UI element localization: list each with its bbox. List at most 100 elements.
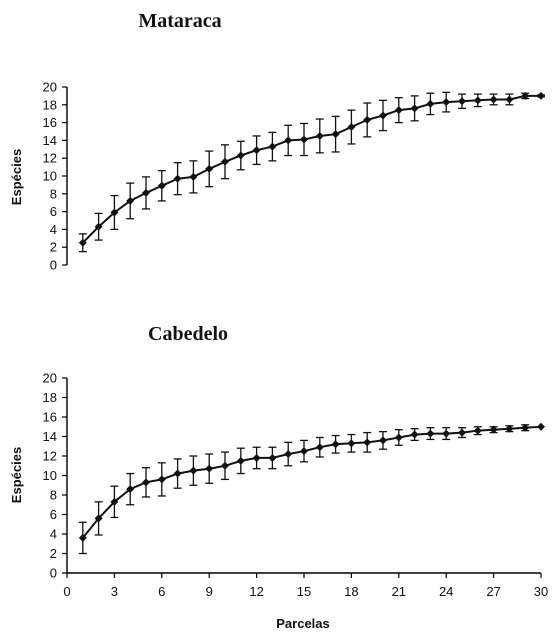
data-point bbox=[236, 151, 245, 160]
y-tick-label: 2 bbox=[50, 240, 57, 255]
data-point bbox=[315, 443, 324, 452]
data-point bbox=[426, 99, 435, 108]
data-point bbox=[347, 123, 356, 132]
data-point bbox=[363, 438, 372, 447]
data-point bbox=[173, 469, 182, 478]
chart-title: Mataraca bbox=[138, 10, 221, 32]
data-point bbox=[236, 456, 245, 465]
data-point bbox=[268, 142, 277, 151]
data-point bbox=[410, 104, 419, 113]
y-tick-label: 20 bbox=[43, 371, 57, 386]
data-point bbox=[379, 436, 387, 445]
chart-title: Cabedelo bbox=[148, 323, 228, 345]
y-tick-label: 4 bbox=[50, 527, 57, 542]
data-point bbox=[94, 514, 103, 523]
data-point bbox=[142, 478, 150, 487]
y-tick-label: 10 bbox=[43, 169, 57, 184]
data-point bbox=[505, 95, 514, 104]
data-point bbox=[221, 157, 229, 166]
y-tick-label: 6 bbox=[50, 204, 57, 219]
x-tick-label: 3 bbox=[111, 584, 118, 599]
data-point bbox=[331, 130, 340, 139]
y-tick-label: 10 bbox=[43, 468, 57, 483]
series-line bbox=[82, 94, 541, 244]
data-point bbox=[473, 96, 482, 105]
data-point bbox=[489, 95, 498, 104]
y-tick-label: 18 bbox=[43, 390, 57, 405]
data-point bbox=[110, 208, 119, 217]
data-point bbox=[126, 196, 135, 205]
data-point bbox=[363, 115, 372, 124]
data-point bbox=[426, 429, 435, 438]
data-point bbox=[189, 172, 198, 181]
data-point bbox=[442, 429, 451, 438]
y-tick-label: 20 bbox=[43, 80, 57, 95]
chart-cabedelo: Cabedelo Espécies Parcelas 0246810121416… bbox=[9, 323, 548, 631]
x-tick-label: 0 bbox=[63, 584, 70, 599]
data-point bbox=[505, 424, 514, 433]
y-tick-label: 6 bbox=[50, 507, 57, 522]
data-point bbox=[521, 423, 530, 432]
data-point bbox=[268, 453, 277, 462]
data-point bbox=[78, 533, 87, 542]
data-point bbox=[205, 164, 214, 173]
y-tick-label: 18 bbox=[43, 97, 57, 112]
data-point bbox=[537, 91, 545, 100]
data-point bbox=[142, 188, 150, 197]
y-tick-label: 14 bbox=[43, 133, 57, 148]
y-tick-label: 4 bbox=[50, 222, 57, 237]
y-tick-label: 2 bbox=[50, 546, 57, 561]
data-point bbox=[284, 136, 293, 145]
y-tick-label: 16 bbox=[43, 115, 57, 130]
data-point bbox=[94, 222, 103, 231]
data-point bbox=[157, 181, 166, 190]
data-point bbox=[379, 111, 387, 120]
x-tick-label: 24 bbox=[439, 584, 453, 599]
data-point bbox=[126, 485, 135, 494]
y-axis-label: Espécies bbox=[9, 149, 24, 205]
chart-mataraca: Mataraca Espécies 0 2 4 6 8 10 12 14 16 18 20 bbox=[9, 10, 545, 273]
data-point bbox=[205, 464, 214, 473]
x-tick-label: 15 bbox=[297, 584, 311, 599]
x-tick-label: 18 bbox=[344, 584, 358, 599]
data-point bbox=[473, 426, 482, 435]
y-tick-label: 0 bbox=[50, 566, 57, 581]
x-axis-label: Parcelas bbox=[276, 616, 330, 631]
data-point bbox=[489, 425, 498, 434]
data-point bbox=[442, 98, 451, 107]
x-tick-label: 30 bbox=[534, 584, 548, 599]
data-point bbox=[410, 430, 419, 439]
y-tick-label: 16 bbox=[43, 410, 57, 425]
data-point bbox=[300, 447, 308, 456]
data-point bbox=[252, 146, 261, 155]
data-point bbox=[110, 497, 119, 506]
data-point bbox=[300, 135, 308, 144]
data-point bbox=[221, 461, 229, 470]
data-point bbox=[521, 91, 530, 100]
data-point bbox=[458, 428, 466, 437]
data-point bbox=[284, 450, 293, 459]
data-point bbox=[394, 106, 403, 115]
x-tick-label: 21 bbox=[392, 584, 406, 599]
y-tick-label: 0 bbox=[50, 258, 57, 273]
x-tick-label: 6 bbox=[158, 584, 165, 599]
data-point bbox=[458, 97, 466, 106]
y-tick-label: 12 bbox=[43, 449, 57, 464]
y-tick-label: 14 bbox=[43, 429, 57, 444]
y-tick-label: 8 bbox=[50, 186, 57, 201]
x-tick-label: 27 bbox=[486, 584, 500, 599]
data-point bbox=[331, 440, 340, 449]
x-tick-label: 12 bbox=[249, 584, 263, 599]
data-point bbox=[347, 439, 356, 448]
data-point bbox=[78, 238, 87, 247]
y-axis-label: Espécies bbox=[9, 447, 24, 503]
data-point bbox=[315, 131, 324, 140]
data-point bbox=[157, 475, 166, 484]
x-tick-label: 9 bbox=[206, 584, 213, 599]
data-point bbox=[537, 422, 545, 431]
y-tick-label: 12 bbox=[43, 151, 57, 166]
data-point bbox=[189, 466, 198, 475]
data-point bbox=[252, 453, 261, 462]
series-line bbox=[82, 425, 542, 539]
